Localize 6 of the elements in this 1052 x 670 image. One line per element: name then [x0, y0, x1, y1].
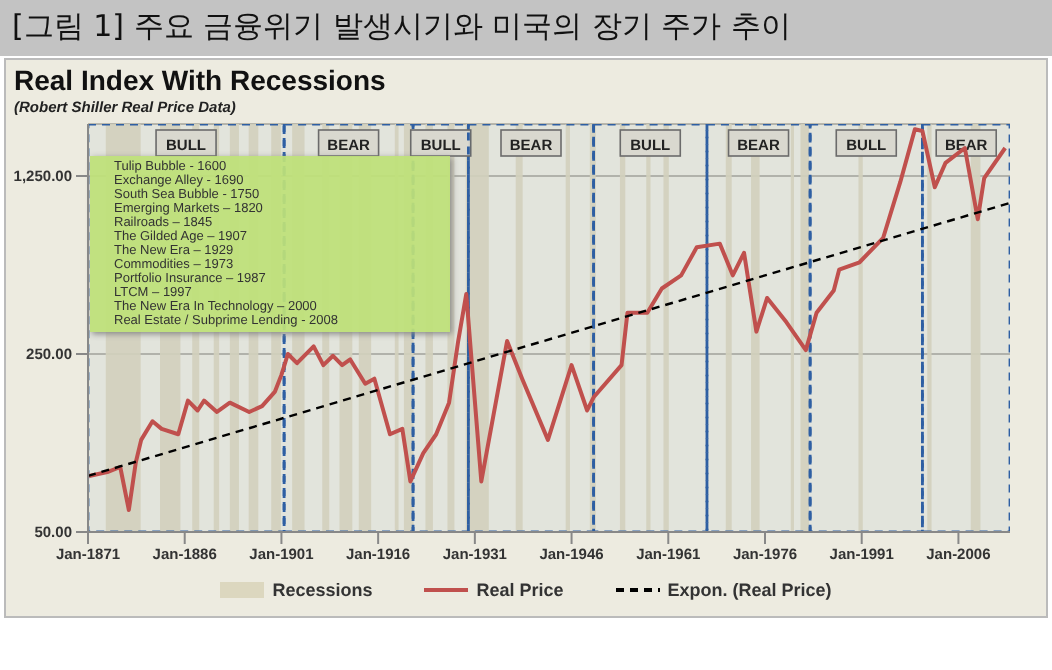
line-series	[88, 127, 1008, 513]
legend-label: Real Price	[476, 580, 564, 600]
chart-title: [그림 1] 주요 금융위기 발생시기와 미국의 장기 주가 추이	[0, 0, 1052, 56]
legend-label: Expon. (Real Price)	[667, 580, 832, 600]
chart-subtitle: Real Index With Recessions	[14, 64, 386, 96]
legend-label: Recessions	[272, 580, 373, 600]
